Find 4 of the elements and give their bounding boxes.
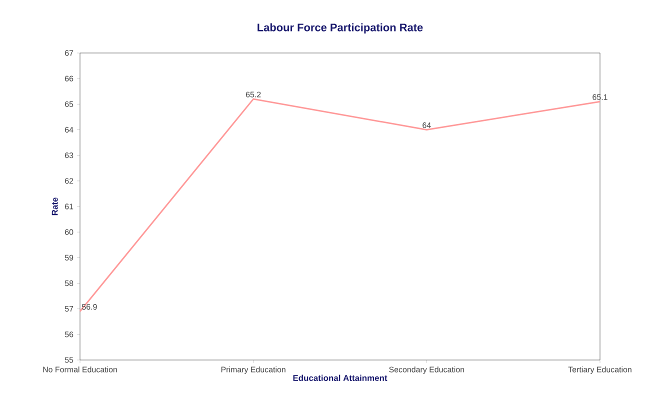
x-axis-title: Educational Attainment	[293, 374, 388, 381]
chart-title: Labour Force Participation Rate	[258, 23, 423, 34]
y-axis-title: Rate	[52, 198, 58, 216]
line-series	[79, 98, 601, 312]
